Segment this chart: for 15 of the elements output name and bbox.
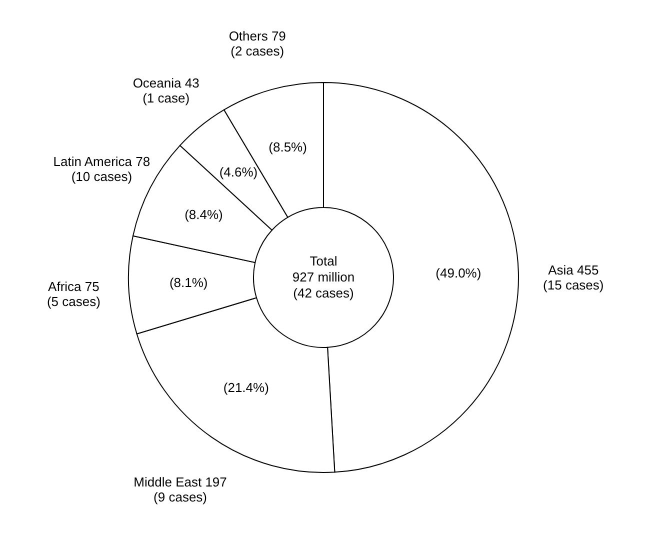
slice-label: Oceania 43 (1 case) [132, 75, 200, 106]
slice-label: Middle East 197 (9 cases) [134, 474, 227, 504]
text: (8.4%) [184, 207, 223, 222]
text: (42 cases) [293, 286, 354, 300]
text: (21.4%) [223, 380, 269, 396]
slice-label: Latin America 78 (10 cases) [53, 154, 150, 184]
text: (49.0%) [436, 266, 482, 281]
slice-label: Africa 75 (5 cases) [46, 279, 100, 310]
slice-label: Others 79 (2 cases) [228, 28, 286, 58]
text: Total [310, 254, 338, 268]
slice-label: Asia 455 (15 cases) [543, 262, 604, 292]
text: (8.5%) [268, 139, 307, 154]
text: 927 million [292, 270, 355, 284]
text: (4.6%) [219, 164, 258, 180]
text: (8.1%) [169, 274, 208, 290]
